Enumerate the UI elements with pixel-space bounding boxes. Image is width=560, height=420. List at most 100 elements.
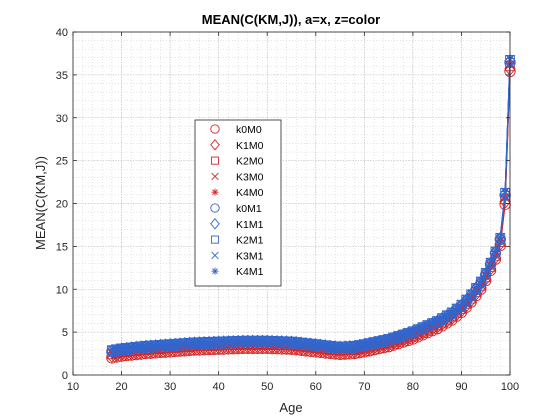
data-point <box>204 336 214 346</box>
legend-marker <box>210 139 220 151</box>
legend-marker <box>211 172 219 181</box>
data-point <box>403 327 413 337</box>
data-point <box>452 303 462 313</box>
data-point <box>442 309 452 319</box>
data-point <box>437 312 447 322</box>
legend-label: K2M0 <box>236 156 264 168</box>
x-tick-label: 20 <box>115 381 127 393</box>
y-tick-label: 15 <box>56 241 68 253</box>
data-point <box>379 334 389 344</box>
data-point <box>481 267 491 277</box>
data-point <box>107 344 117 354</box>
data-point <box>330 340 340 350</box>
axis-ticks <box>72 31 511 376</box>
legend-marker <box>211 251 219 260</box>
series-K4M1 <box>107 54 515 354</box>
data-point <box>180 337 190 347</box>
x-tick-label: 90 <box>455 381 467 393</box>
data-point <box>238 335 248 345</box>
data-point <box>423 319 432 329</box>
data-point <box>175 338 185 348</box>
data-point <box>257 335 267 345</box>
data-point <box>355 339 364 349</box>
y-tick-label: 0 <box>62 370 68 382</box>
data-point <box>457 299 466 309</box>
data-point <box>136 341 146 350</box>
data-point <box>121 342 131 352</box>
legend-marker <box>210 156 220 165</box>
legend-marker <box>210 124 220 134</box>
y-axis-label: MEAN(C(KM,J)) <box>33 156 48 250</box>
x-tick-labels: 10 20 30 40 50 60 70 80 90 100 <box>67 381 519 393</box>
data-point <box>262 335 272 345</box>
data-point <box>350 340 360 350</box>
data-point <box>335 341 345 351</box>
data-point <box>117 343 126 352</box>
y-tick-label: 30 <box>56 113 68 125</box>
data-point <box>214 336 224 346</box>
data-point <box>398 329 408 338</box>
data-point <box>126 342 136 351</box>
data-point <box>432 315 442 325</box>
data-point <box>311 338 321 348</box>
data-point <box>447 307 457 316</box>
legend-label: K1M1 <box>236 219 264 231</box>
data-point <box>291 336 301 346</box>
data-point <box>141 340 151 350</box>
x-tick-label: 40 <box>213 381 225 393</box>
data-point <box>228 335 238 345</box>
data-point <box>384 333 394 343</box>
data-point <box>340 341 350 350</box>
data-point <box>471 282 481 292</box>
legend-label: k0M1 <box>236 203 262 215</box>
data-point <box>165 338 175 348</box>
data-point <box>199 336 209 346</box>
data-point <box>170 338 180 348</box>
x-tick-label: 50 <box>261 381 273 393</box>
data-point <box>282 336 292 345</box>
data-point <box>345 340 355 350</box>
data-point <box>499 187 511 202</box>
data-point <box>359 338 369 348</box>
data-point <box>253 335 262 345</box>
legend-marker <box>211 267 219 275</box>
data-point <box>325 340 335 350</box>
data-point <box>160 339 170 349</box>
data-point <box>316 339 326 349</box>
legend-marker <box>210 235 220 244</box>
data-point <box>418 321 428 331</box>
legend-label: K3M0 <box>236 171 264 183</box>
data-point <box>461 294 471 304</box>
data-point <box>155 339 165 349</box>
data-point <box>112 343 122 353</box>
data-point <box>495 232 505 242</box>
data-point <box>243 335 253 345</box>
data-point <box>151 339 160 349</box>
x-axis-label: Age <box>279 400 302 415</box>
legend-marker <box>211 188 219 196</box>
data-point <box>389 332 398 342</box>
data-point <box>267 335 277 345</box>
data-point <box>321 339 330 349</box>
data-point <box>491 246 500 256</box>
data-point <box>189 337 199 346</box>
data-point <box>223 335 233 345</box>
data-point <box>476 276 486 286</box>
x-tick-label: 30 <box>164 381 176 393</box>
data-point <box>500 187 510 196</box>
y-tick-label: 35 <box>56 70 68 82</box>
data-point <box>185 337 194 347</box>
data-point <box>306 338 316 348</box>
chart-title: MEAN(C(KM,J)), a=x, z=color <box>202 12 380 27</box>
legend-label: K2M1 <box>236 235 264 247</box>
y-tick-label: 25 <box>56 156 68 168</box>
data-point <box>287 336 296 346</box>
legend: k0M0 K1M0 K2M0 K3M0 K4M0 k0M1 K1M1 K2M1 K3M1 K4M1 <box>194 119 282 287</box>
y-tick-label: 10 <box>56 284 68 296</box>
legend-box <box>194 119 282 287</box>
legend-label: k0M0 <box>236 124 262 136</box>
data-point <box>466 289 476 298</box>
data-point <box>248 335 258 345</box>
legend-label: K4M0 <box>236 187 264 199</box>
